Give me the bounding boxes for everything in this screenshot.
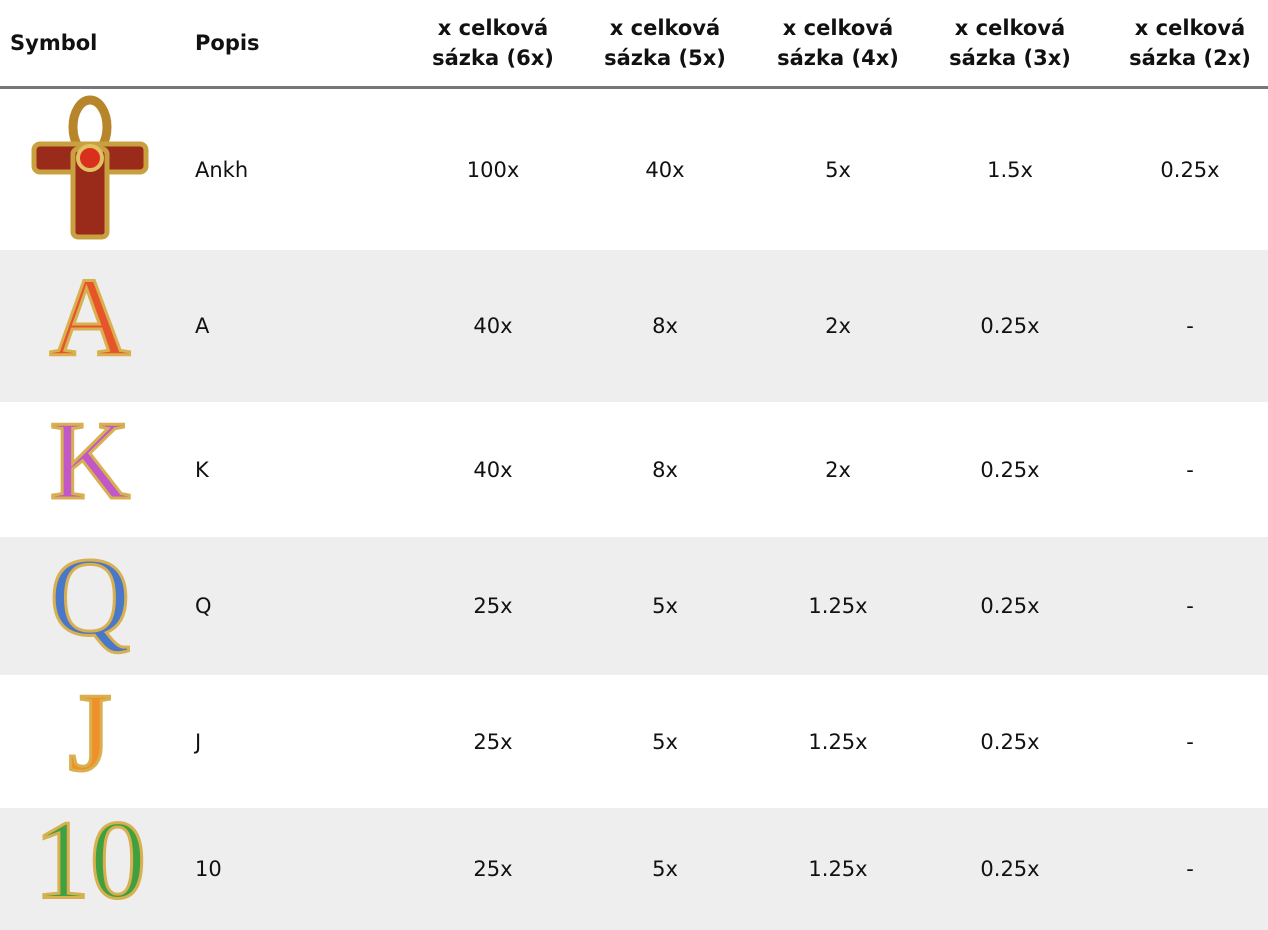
description: 10 [195, 857, 222, 881]
payout: 100x [466, 157, 520, 182]
payout: 0.25x [980, 594, 1040, 618]
symbol-letter: 10 [34, 808, 146, 923]
payout: 25x [473, 594, 513, 618]
symbol-icon: Q [48, 537, 132, 661]
payout: - [1186, 594, 1194, 618]
payout: 40x [473, 314, 513, 338]
payout: 8x [652, 457, 678, 482]
payout: 1.25x [808, 594, 868, 618]
header-cell: Popis [195, 31, 260, 55]
table-row: 10 10 25x 5x 1.25x 0.25x - [0, 808, 1268, 930]
header-cell: x celková sázka (2x) [1129, 16, 1251, 70]
payout: 2x [825, 457, 851, 482]
payout: 1.5x [987, 157, 1033, 182]
payout: 40x [473, 457, 513, 482]
payout: - [1186, 857, 1194, 881]
symbol-letter: K [50, 402, 131, 523]
header-cell: x celková sázka (3x) [949, 16, 1071, 70]
symbol-icon [31, 95, 149, 240]
payout: 40x [645, 157, 685, 182]
description: Q [195, 594, 212, 618]
header-cell: x celková sázka (5x) [604, 16, 726, 70]
header-cell: x celková sázka (4x) [777, 16, 899, 70]
payout: 0.25x [1160, 157, 1220, 182]
header-cell: Symbol [10, 31, 98, 55]
symbol-letter: Q [50, 537, 131, 660]
table-row: Ankh 100x 40x 5x 1.5x 0.25x [0, 89, 1268, 250]
symbol-icon: 10 [33, 808, 148, 924]
table-row: Q Q 25x 5x 1.25x 0.25x - [0, 537, 1268, 675]
payout: 0.25x [980, 314, 1040, 338]
header-rule [0, 86, 1268, 89]
table-row: A A 40x 8x 2x 0.25x - [0, 250, 1268, 402]
payout: - [1186, 729, 1194, 754]
description: J [195, 729, 202, 754]
symbol-icon: J [67, 675, 114, 797]
payout: 1.25x [808, 857, 868, 881]
payout: 0.25x [980, 729, 1040, 754]
symbol-letter: J [68, 675, 112, 795]
description: K [195, 457, 209, 482]
table-row: J J 25x 5x 1.25x 0.25x - [0, 675, 1268, 808]
payout: 5x [652, 857, 678, 881]
payout: 5x [825, 157, 851, 182]
description: Ankh [195, 157, 249, 182]
payout: 8x [652, 314, 678, 338]
payout: 0.25x [980, 857, 1040, 881]
table-row: K K 40x 8x 2x 0.25x - [0, 402, 1268, 537]
payout: - [1186, 314, 1194, 338]
payout: 5x [652, 729, 678, 754]
payout: 1.25x [808, 729, 868, 754]
payout: 25x [473, 729, 513, 754]
payout: 25x [473, 857, 513, 881]
payout: - [1186, 457, 1194, 482]
symbol-icon: A [48, 254, 132, 381]
payout: 5x [652, 594, 678, 618]
payout: 2x [825, 314, 851, 338]
symbol-icon: K [48, 402, 132, 525]
symbol-letter: A [50, 256, 131, 380]
description: A [195, 314, 210, 338]
payout: 0.25x [980, 457, 1040, 482]
header-cell: x celková sázka (6x) [432, 16, 554, 70]
